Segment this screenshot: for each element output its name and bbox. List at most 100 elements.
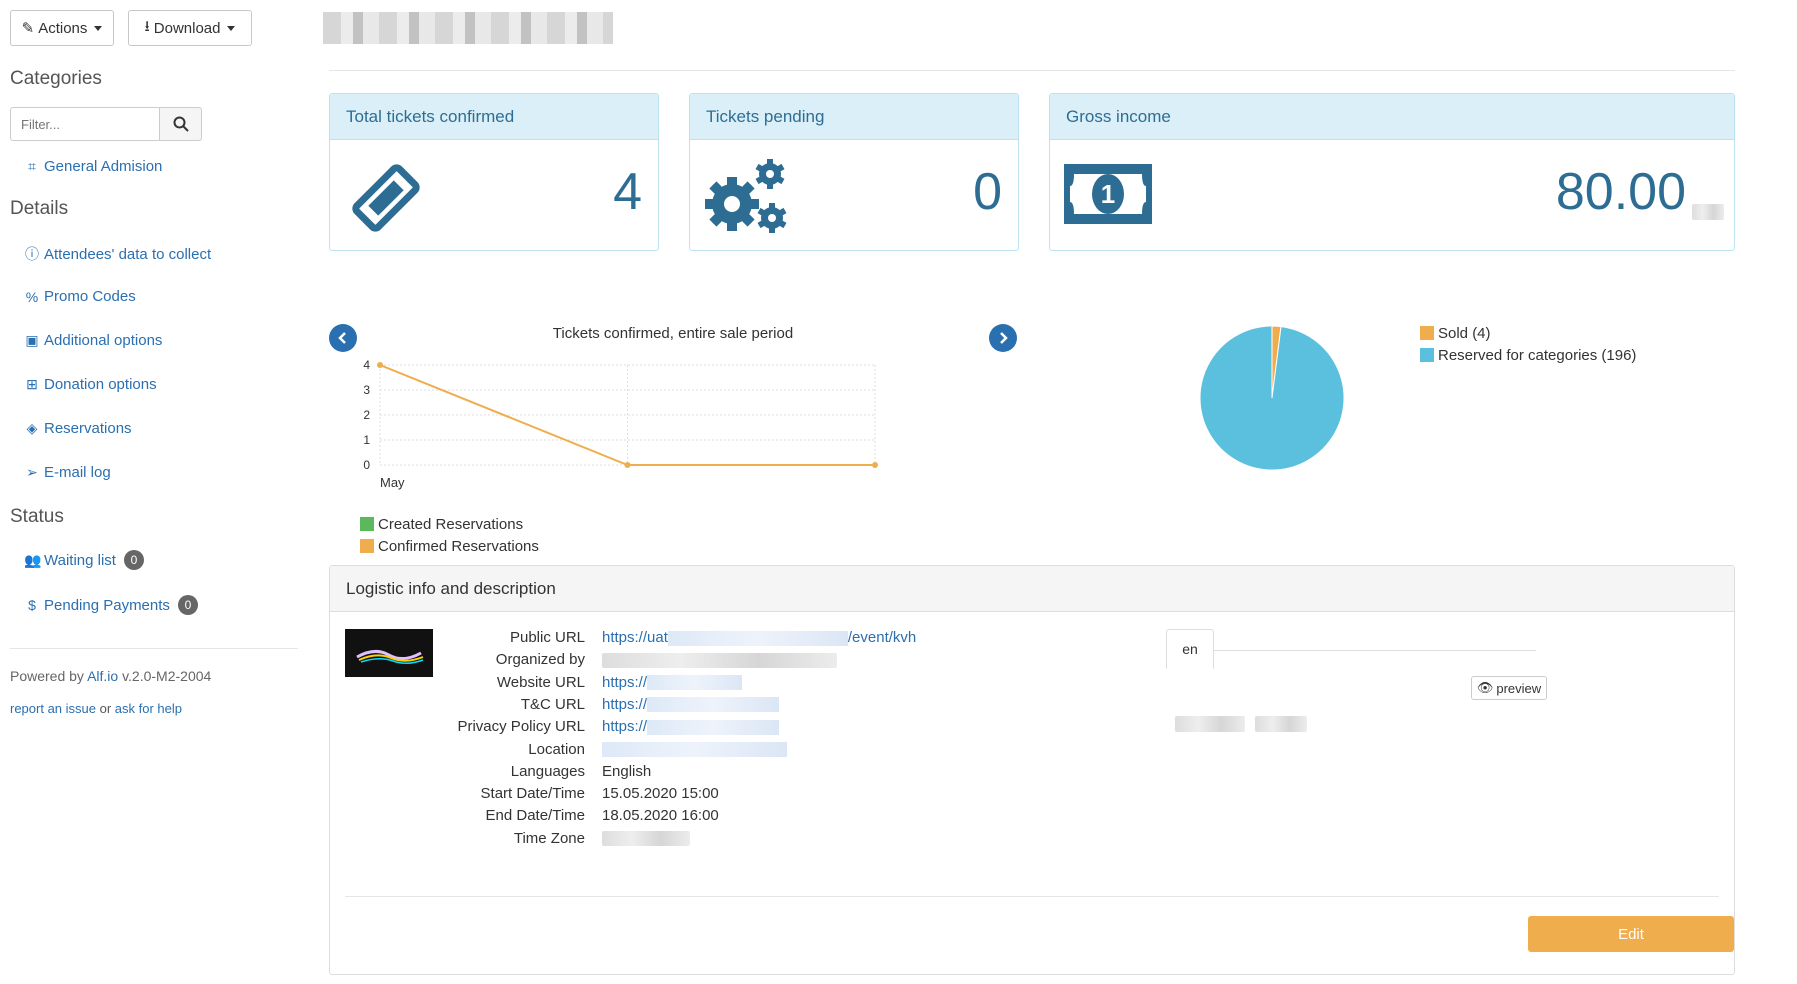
info-row: Location	[330, 741, 1530, 763]
legend-item-confirmed: Confirmed Reservations	[360, 535, 539, 557]
info-label: End Date/Time	[485, 807, 586, 825]
info-value-suffix: /event/kvh	[847, 629, 917, 646]
info-row: Organized by	[330, 651, 1530, 673]
info-row: End Date/Time 18.05.2020 16:00	[330, 807, 1530, 829]
dollar-icon: $	[28, 597, 36, 613]
panel-title: Total tickets confirmed	[330, 94, 658, 140]
redacted-description	[1175, 716, 1245, 732]
version-text: v.2.0-M2-2004	[118, 668, 212, 684]
panel-title: Gross income	[1050, 94, 1734, 140]
logistic-panel: Logistic info and description Public URL…	[329, 565, 1735, 975]
info-value[interactable]: https://	[602, 673, 743, 691]
line-legend: Created Reservations Confirmed Reservati…	[360, 513, 539, 557]
support-links: report an issue or ask for help	[10, 701, 182, 716]
y-tick-label: 3	[363, 383, 370, 397]
info-value[interactable]: https://uat/event/kvh	[602, 629, 916, 646]
sidebar-item-email-log[interactable]: ➢ E-mail log	[24, 464, 111, 481]
y-tick-label: 4	[363, 358, 370, 372]
info-value-text: https://	[602, 718, 648, 736]
edit-button[interactable]: Edit	[1528, 916, 1734, 952]
report-issue-link[interactable]: report an issue	[10, 701, 96, 716]
redacted-value	[647, 675, 743, 691]
sidebar-item-label: Pending Payments	[44, 596, 170, 614]
sidebar-item-waiting-list[interactable]: 👥 Waiting list 0	[24, 550, 144, 570]
alfio-link[interactable]: Alf.io	[87, 668, 119, 684]
info-value[interactable]: https://	[602, 696, 780, 713]
info-value: 18.05.2020 16:00	[602, 807, 719, 824]
actions-label: Actions	[38, 19, 88, 37]
info-row: Time Zone	[330, 830, 1530, 852]
filter-input[interactable]	[10, 107, 160, 141]
gift-icon: ⊞	[26, 376, 38, 392]
info-label: Privacy Policy URL	[457, 718, 585, 736]
categories-heading: Categories	[10, 68, 102, 89]
redacted-value	[647, 697, 780, 713]
event-image	[345, 629, 433, 677]
legend-label: Sold (4)	[1438, 324, 1491, 342]
info-value-text: https://	[602, 673, 648, 691]
ask-help-link[interactable]: ask for help	[114, 701, 182, 716]
chart-next-button[interactable]	[989, 324, 1017, 352]
pie-legend: Sold (4) Reserved for categories (196)	[1420, 322, 1636, 366]
info-value[interactable]: https://	[602, 718, 780, 736]
sidebar-item-label: Donation options	[44, 376, 157, 393]
info-value-text: https://uat	[602, 629, 668, 646]
sidebar-item-pending-payments[interactable]: $ Pending Payments 0	[24, 595, 198, 615]
download-button[interactable]: ⭳ Download	[128, 10, 252, 46]
preview-label: preview	[1496, 680, 1542, 696]
sidebar-item-donation-options[interactable]: ⊞ Donation options	[24, 376, 157, 393]
category-filter	[10, 107, 202, 141]
info-label: Time Zone	[513, 829, 585, 847]
logistic-title: Logistic info and description	[330, 566, 1734, 612]
footer-divider	[345, 896, 1719, 897]
sidebar-item-additional-options[interactable]: ▣ Additional options	[24, 332, 162, 349]
powered-by: Powered by Alf.io v.2.0-M2-2004	[10, 668, 211, 684]
or-text: or	[96, 701, 115, 716]
info-value-text: 18.05.2020 16:00	[602, 807, 719, 825]
legend-swatch	[360, 539, 374, 553]
users-icon: 👥	[24, 551, 42, 568]
tab-bar-line	[1166, 650, 1536, 651]
pie-chart	[1200, 326, 1344, 470]
sidebar-item-promo-codes[interactable]: % Promo Codes	[24, 288, 136, 305]
panel-title: Tickets pending	[690, 94, 1018, 140]
percent-icon: %	[25, 288, 39, 305]
gross-income-value: 80.00	[1555, 163, 1686, 221]
sidebar-item-reservations[interactable]: ◈ Reservations	[24, 420, 132, 437]
preview-button[interactable]: 👁 preview	[1471, 676, 1547, 700]
pie-slice-reserved	[1200, 326, 1344, 470]
paper-plane-icon: ➢	[26, 464, 38, 480]
search-icon	[173, 116, 189, 132]
gears-icon	[705, 159, 787, 233]
redacted-value	[602, 742, 787, 758]
tag-icon: ⌗	[28, 158, 36, 174]
legend-swatch	[360, 517, 374, 531]
powered-prefix: Powered by	[10, 668, 88, 684]
chart-prev-button[interactable]	[329, 324, 357, 352]
sidebar-item-attendees-data[interactable]: ⓘ Attendees' data to collect	[24, 244, 211, 264]
category-general-admision[interactable]: ⌗ General Admision	[24, 158, 162, 175]
download-icon: ⭳	[144, 17, 150, 35]
legend-item-reserved: Reserved for categories (196)	[1420, 344, 1636, 366]
pending-payments-badge: 0	[177, 595, 198, 615]
info-label: Start Date/Time	[480, 785, 585, 803]
sidebar-divider	[10, 648, 298, 649]
info-icon: ⓘ	[25, 246, 39, 262]
info-value	[602, 830, 690, 847]
info-label: Location	[528, 740, 585, 758]
download-label: Download	[153, 19, 221, 37]
search-button[interactable]	[160, 107, 202, 141]
tab-lang-en[interactable]: en	[1166, 629, 1214, 669]
page-title	[323, 12, 613, 44]
info-row: Website URL https://	[330, 674, 1530, 696]
legend-swatch	[1420, 348, 1434, 362]
ticket-icon	[352, 164, 420, 232]
info-label: T&C URL	[520, 695, 585, 713]
info-row: Privacy Policy URL https://	[330, 718, 1530, 740]
sidebar-item-label: Attendees' data to collect	[44, 245, 212, 263]
info-row: Public URL https://uat/event/kvh	[330, 629, 1530, 651]
actions-button[interactable]: ✎ Actions	[10, 10, 114, 46]
data-point	[377, 362, 383, 368]
sidebar-item-label: Promo Codes	[44, 288, 136, 305]
details-heading: Details	[10, 198, 69, 219]
